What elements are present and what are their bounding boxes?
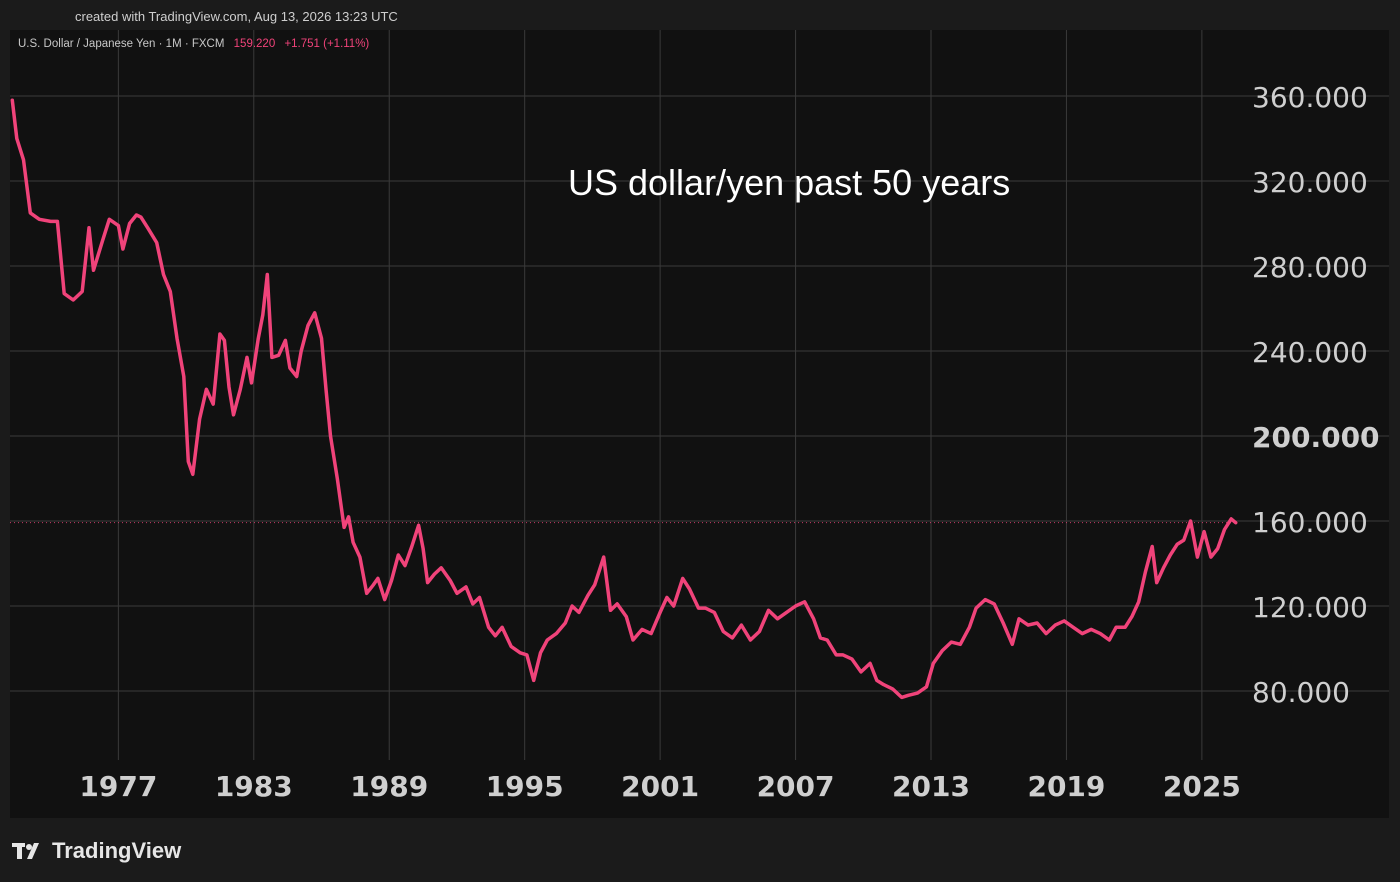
x-tick-label: 2019: [1027, 770, 1105, 803]
x-tick-label: 2007: [757, 770, 835, 803]
x-tick-label: 1983: [215, 770, 293, 803]
x-tick-label: 1989: [350, 770, 428, 803]
tradingview-logo-icon: [12, 843, 39, 859]
footer: [0, 818, 1400, 882]
x-tick-label: 2001: [621, 770, 699, 803]
created-with-text: created with TradingView.com, Aug 13, 20…: [75, 9, 398, 24]
y-tick-label: 240.000: [1252, 336, 1368, 369]
y-tick-label: 200.000: [1252, 421, 1380, 454]
price-series-line: [10, 98, 1238, 700]
y-tick-label: 120.000: [1252, 591, 1368, 624]
tradingview-logo[interactable]: TradingView: [12, 838, 181, 864]
symbol-legend: U.S. Dollar / Japanese Yen · 1M · FXCM 1…: [18, 38, 369, 50]
y-tick-label: 280.000: [1252, 251, 1368, 284]
symbol-name: U.S. Dollar / Japanese Yen · 1M · FXCM: [18, 38, 225, 50]
x-tick-label: 2013: [892, 770, 970, 803]
y-tick-label: 80.000: [1252, 676, 1350, 709]
last-price: 159.220: [233, 38, 276, 50]
chart-frame[interactable]: [10, 30, 1389, 818]
brand-name: TradingView: [52, 838, 182, 863]
x-tick-label: 1995: [486, 770, 564, 803]
y-tick-label: 320.000: [1252, 166, 1368, 199]
y-tick-label: 360.000: [1252, 81, 1368, 114]
price-change: +1.751 (+1.11%): [284, 38, 370, 50]
x-tick-label: 2025: [1163, 770, 1241, 803]
x-tick-label: 1977: [79, 770, 157, 803]
top-bar: created with TradingView.com, Aug 13, 20…: [0, 0, 1400, 30]
chart-title: US dollar/yen past 50 years: [568, 162, 1011, 203]
y-tick-label: 160.000: [1252, 506, 1368, 539]
